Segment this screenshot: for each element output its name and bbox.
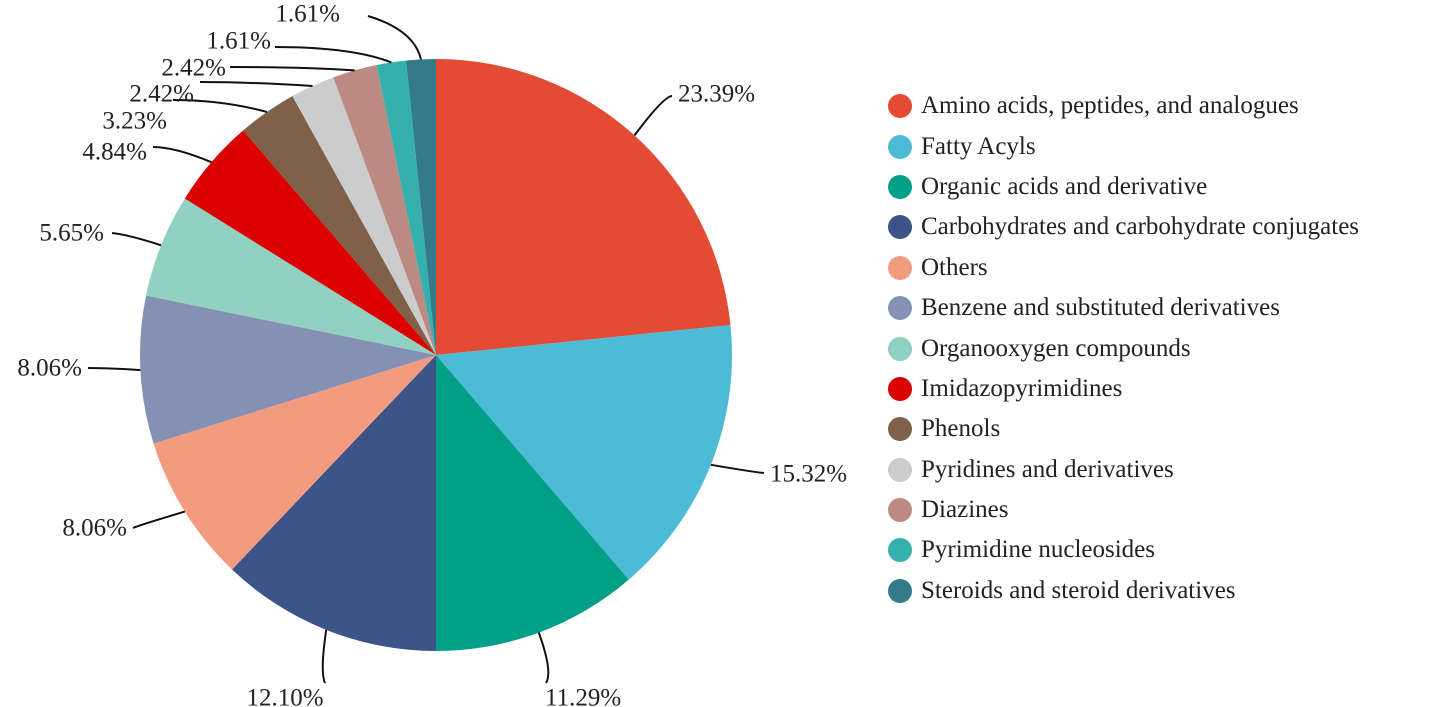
leader-line <box>274 46 392 64</box>
pie-slice <box>436 325 733 580</box>
legend-label: Amino acids, peptides, and analogues <box>921 92 1299 120</box>
pie-slice <box>184 130 436 355</box>
legend-item: Phenols <box>888 409 1359 449</box>
leader-lines <box>87 15 765 684</box>
legend-item: Steroids and steroid derivatives <box>888 571 1359 611</box>
legend-swatch <box>888 376 912 401</box>
legend-label: Pyrimidine nucleosides <box>921 536 1155 564</box>
pie-slices <box>140 59 733 651</box>
legend-item: Imidazopyrimidines <box>888 369 1359 409</box>
legend-swatch <box>888 498 912 523</box>
legend-label: Steroids and steroid derivatives <box>921 576 1236 604</box>
data-label: 2.42% <box>161 55 226 82</box>
leader-line <box>367 15 422 60</box>
legend-item: Pyridines and derivatives <box>888 450 1359 490</box>
legend-item: Amino acids, peptides, and analogues <box>888 86 1359 126</box>
legend-swatch <box>888 538 912 563</box>
pie-slice <box>243 96 436 356</box>
pie-slice <box>153 355 436 570</box>
leader-line <box>199 81 313 87</box>
data-label: 1.61% <box>206 28 271 55</box>
legend-swatch <box>888 417 912 442</box>
legend-swatch <box>888 174 912 199</box>
pie-slice <box>333 65 436 355</box>
legend-label: Others <box>921 253 988 281</box>
leader-line <box>132 510 186 529</box>
leader-line <box>152 146 212 164</box>
legend-label: Imidazopyrimidines <box>921 374 1123 402</box>
leader-line <box>710 463 765 474</box>
legend-label: Phenols <box>921 415 1001 443</box>
data-label: 23.39% <box>678 81 755 108</box>
leader-line <box>633 95 673 136</box>
legend-item: Diazines <box>888 490 1359 530</box>
leader-line <box>537 632 550 684</box>
data-label: 8.06% <box>17 355 82 382</box>
legend-swatch <box>888 94 912 119</box>
legend-item: Others <box>888 248 1359 288</box>
data-label: 12.10% <box>246 685 323 707</box>
data-label: 1.61% <box>275 1 340 28</box>
data-label: 4.84% <box>82 139 147 166</box>
legend-item: Fatty Acyls <box>888 126 1359 166</box>
legend-item: Benzene and substituted derivatives <box>888 288 1359 328</box>
legend-label: Organic acids and derivative <box>921 172 1208 200</box>
pie-slice <box>406 59 436 355</box>
leader-line <box>172 99 268 113</box>
leader-line <box>111 232 162 247</box>
legend-label: Pyridines and derivatives <box>921 455 1174 483</box>
legend-label: Benzene and substituted derivatives <box>921 294 1280 322</box>
legend-item: Pyrimidine nucleosides <box>888 530 1359 570</box>
legend-swatch <box>888 457 912 482</box>
data-label: 5.65% <box>39 220 104 247</box>
pie-slice <box>436 59 731 355</box>
legend-label: Organooxygen compounds <box>921 334 1191 362</box>
leader-line <box>321 629 328 684</box>
legend-swatch <box>888 296 912 321</box>
data-label: 3.23% <box>102 108 167 135</box>
legend-swatch <box>888 134 912 159</box>
data-label: 2.42% <box>129 81 194 108</box>
leader-line <box>87 367 141 372</box>
pie-slice <box>376 60 436 355</box>
data-labels: 23.39% 15.32% 11.29% 12.10% 8.06% 8.06% 5.65% 4… <box>17 1 847 707</box>
pie-slice <box>436 355 629 651</box>
legend-label: Carbohydrates and carbohydrate conjugate… <box>921 213 1360 241</box>
legend-item: Carbohydrates and carbohydrate conjugate… <box>888 207 1359 247</box>
legend-label: Fatty Acyls <box>921 132 1036 160</box>
pie-slice <box>146 198 437 355</box>
legend-swatch <box>888 578 912 603</box>
legend-swatch <box>888 255 912 280</box>
leader-line <box>229 66 355 72</box>
legend-item: Organooxygen compounds <box>888 328 1359 368</box>
pie-slice <box>292 77 436 355</box>
pie-slice <box>140 295 436 444</box>
legend-swatch <box>888 215 912 240</box>
legend-swatch <box>888 336 912 361</box>
pie-slice <box>232 355 436 651</box>
legend-item: Organic acids and derivative <box>888 167 1359 207</box>
legend-label: Diazines <box>921 496 1009 524</box>
legend: Amino acids, peptides, and analogues Fatt… <box>888 86 1359 611</box>
data-label: 15.32% <box>770 461 847 488</box>
data-label: 8.06% <box>62 515 127 542</box>
data-label: 11.29% <box>545 685 621 707</box>
